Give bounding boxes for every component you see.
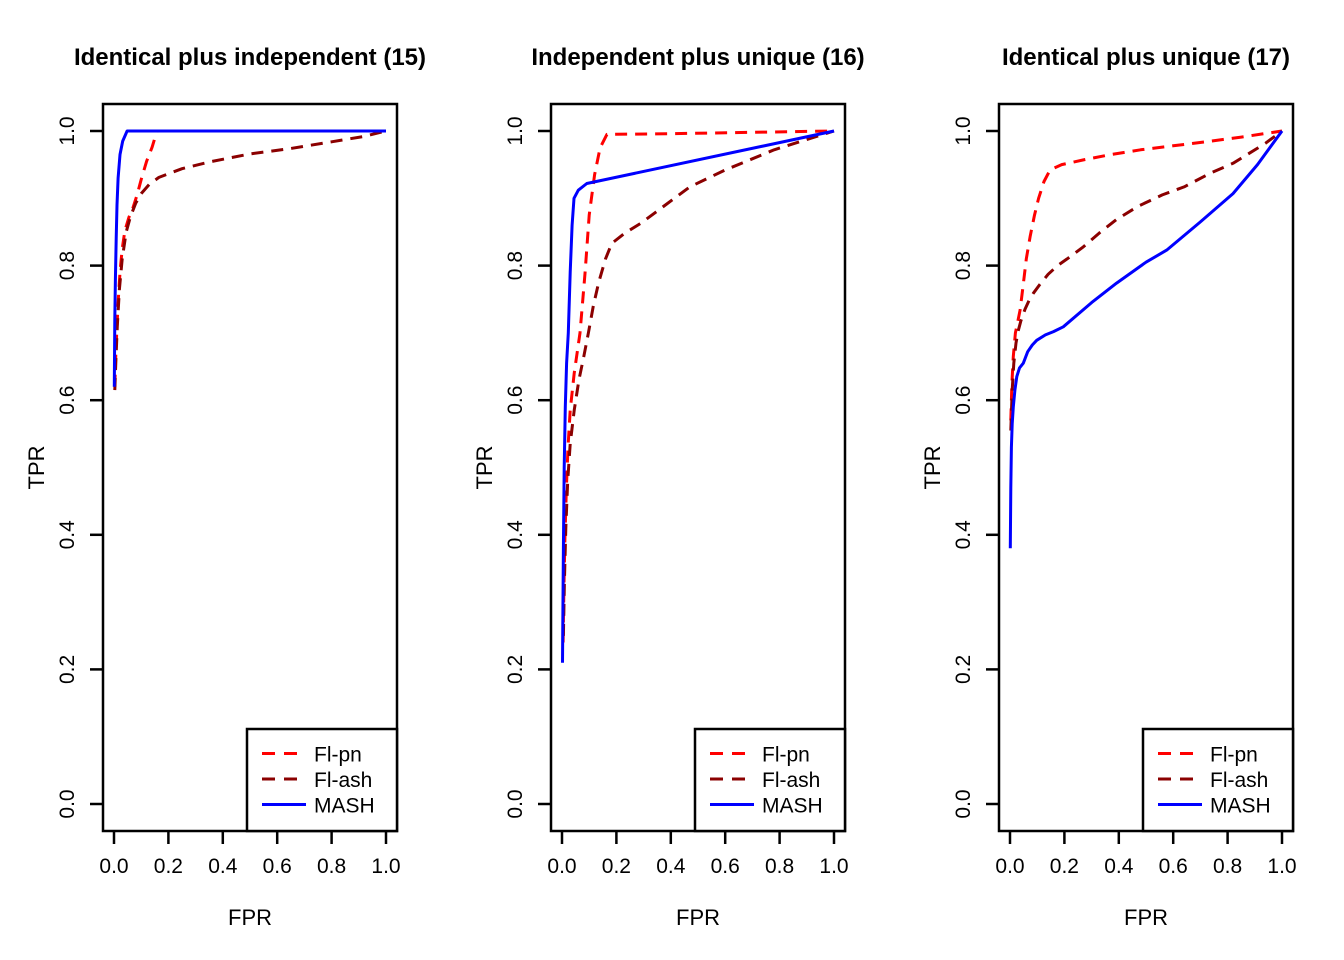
legend-label-fl-pn: Fl-pn xyxy=(1210,744,1258,767)
y-tick-label: 0.6 xyxy=(56,386,79,415)
roc-chart-svg-1: Identical plus independent (15) 0.0 0.2 0.4… xyxy=(24,44,426,930)
roc-panel-identical-plus-unique: Identical plus unique (17) 0.0 0.2 0.4 0.6 0.… xyxy=(896,0,1344,960)
y-tick-label: 0.4 xyxy=(504,520,527,550)
x-tick-label: 0.0 xyxy=(995,855,1024,878)
x-tick-label: 0.4 xyxy=(1104,855,1134,878)
x-axis-label: FPR xyxy=(1124,905,1168,930)
series-line-fl-ash xyxy=(113,129,387,391)
x-tick-label: 0.4 xyxy=(656,855,686,878)
roc-chart-svg-2: Independent plus unique (16) 0.0 0.2 0.4 0.6… xyxy=(472,44,865,930)
y-tick-label: 0.0 xyxy=(504,789,527,818)
panel-title: Identical plus unique (17) xyxy=(1002,44,1290,71)
x-tick-label: 0.6 xyxy=(711,855,740,878)
roc-chart-svg-3: Identical plus unique (17) 0.0 0.2 0.4 0.6 0.… xyxy=(920,44,1297,930)
legend-label-fl-pn: Fl-pn xyxy=(762,744,810,767)
x-tick-label: 0.8 xyxy=(1213,855,1242,878)
series-line-fl-pn xyxy=(561,129,835,643)
y-tick-label: 0.6 xyxy=(504,386,527,415)
y-axis-label: TPR xyxy=(920,446,945,490)
x-tick-label: 0.0 xyxy=(547,855,576,878)
panel-title: Independent plus unique (16) xyxy=(531,44,864,71)
plot-box xyxy=(997,102,1295,833)
y-tick-label: 0.4 xyxy=(952,520,975,550)
y-tick-label: 0.8 xyxy=(952,251,975,280)
y-tick-label: 1.0 xyxy=(952,116,975,145)
x-tick-label: 0.6 xyxy=(1159,855,1188,878)
y-tick-label: 0.0 xyxy=(952,789,975,818)
x-tick-label: 0.4 xyxy=(208,855,238,878)
x-tick-label: 0.0 xyxy=(99,855,128,878)
series-line-fl-ash xyxy=(1009,129,1283,431)
x-tick-label: 1.0 xyxy=(1267,855,1296,878)
legend-label-mash: MASH xyxy=(314,795,375,818)
panel-title: Identical plus independent (15) xyxy=(74,44,426,71)
series-line-fl-pn xyxy=(1009,129,1283,421)
series-line-fl-pn xyxy=(113,129,386,387)
x-axis-label: FPR xyxy=(676,905,720,930)
x-tick-label: 0.2 xyxy=(1050,855,1079,878)
y-tick-label: 0.8 xyxy=(56,251,79,280)
y-tick-label: 0.4 xyxy=(56,520,79,550)
x-tick-label: 0.6 xyxy=(263,855,292,878)
legend-label-fl-pn: Fl-pn xyxy=(314,744,362,767)
legend-label-mash: MASH xyxy=(1210,795,1271,818)
x-tick-label: 1.0 xyxy=(371,855,400,878)
series-line-fl-ash xyxy=(561,129,835,636)
x-tick-label: 0.8 xyxy=(317,855,346,878)
legend-label-fl-ash: Fl-ash xyxy=(762,769,820,792)
y-axis-label: TPR xyxy=(472,446,497,490)
x-tick-label: 0.2 xyxy=(602,855,631,878)
series-line-mash xyxy=(112,129,386,387)
series-line-mash xyxy=(561,129,835,663)
y-tick-label: 0.2 xyxy=(504,655,527,684)
x-tick-label: 0.8 xyxy=(765,855,794,878)
legend-label-fl-ash: Fl-ash xyxy=(1210,769,1268,792)
roc-panel-identical-plus-independent: Identical plus independent (15) 0.0 0.2 0.4… xyxy=(0,0,448,960)
x-axis-label: FPR xyxy=(228,905,272,930)
y-tick-label: 0.8 xyxy=(504,251,527,280)
y-tick-label: 1.0 xyxy=(504,116,527,145)
y-axis-label: TPR xyxy=(24,446,49,490)
y-tick-label: 0.2 xyxy=(952,655,975,684)
x-tick-label: 0.2 xyxy=(154,855,183,878)
plot-box xyxy=(101,102,399,833)
y-tick-label: 0.6 xyxy=(952,386,975,415)
series-line-mash xyxy=(1008,130,1284,549)
x-tick-label: 1.0 xyxy=(819,855,848,878)
legend-label-mash: MASH xyxy=(762,795,823,818)
y-tick-label: 0.2 xyxy=(56,655,79,684)
y-tick-label: 0.0 xyxy=(56,789,79,818)
legend-label-fl-ash: Fl-ash xyxy=(314,769,372,792)
roc-panel-independent-plus-unique: Independent plus unique (16) 0.0 0.2 0.4 0.6… xyxy=(448,0,896,960)
plot-box xyxy=(549,102,847,833)
y-tick-label: 1.0 xyxy=(56,116,79,145)
